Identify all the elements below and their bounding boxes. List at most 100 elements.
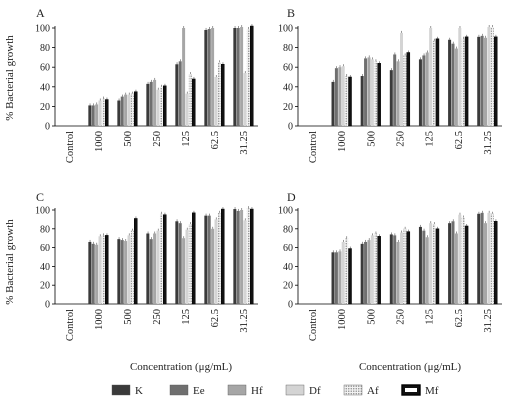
bar-hf-125 xyxy=(182,238,186,304)
bar-df-62-5 xyxy=(458,214,462,304)
bar-ee-125 xyxy=(178,61,182,126)
x-tick-label-control: Control xyxy=(65,309,76,341)
bar-hf-62-5 xyxy=(211,228,215,304)
bar-ee-62-5 xyxy=(207,28,211,127)
x-tick-label-control: Control xyxy=(65,131,76,163)
legend: K Ee Hf Df Af Mf xyxy=(111,384,439,397)
y-tick-label: 60 xyxy=(40,63,50,74)
y-tick-label: 80 xyxy=(283,224,293,235)
bar-mf-62-5 xyxy=(221,64,225,127)
x-tick-label-31-25: 31.25 xyxy=(239,131,250,155)
bar-k-125 xyxy=(175,64,179,126)
panel-c-chart: 0 20 40 60 80 100 Control 1000 500 250 125 62.5 31.2… xyxy=(35,206,258,341)
bar-ee-1000 xyxy=(334,252,338,304)
bar-hf-250 xyxy=(153,233,157,304)
bar-mf-250 xyxy=(406,231,411,305)
bar-af-1000 xyxy=(345,238,349,304)
bar-ee-125 xyxy=(422,230,426,304)
bar-af-1000 xyxy=(101,98,105,126)
bar-ee-250 xyxy=(149,81,153,126)
x-tick-label-500: 500 xyxy=(123,131,134,147)
bar-hf-500 xyxy=(124,94,128,126)
bar-hf-500 xyxy=(367,57,371,126)
y-tick-label: 80 xyxy=(40,224,50,235)
bar-hf-31-25 xyxy=(484,37,488,126)
x-tick-label-control: Control xyxy=(308,131,319,163)
bar-df-62-5 xyxy=(458,28,462,126)
bar-mf-31-25 xyxy=(250,25,254,127)
bar-hf-500 xyxy=(124,241,128,304)
y-tick-label: 20 xyxy=(40,102,50,113)
legend-label-mf: Mf xyxy=(425,385,439,397)
bar-af-250 xyxy=(403,228,407,304)
x-tick-label-125: 125 xyxy=(425,309,436,325)
bar-mf-500 xyxy=(134,218,138,305)
y-axis-label-top: % Bacterial growth xyxy=(4,35,16,121)
bar-ee-250 xyxy=(149,239,153,304)
panel-label-b: B xyxy=(287,6,295,20)
bar-k-62-5 xyxy=(204,215,208,304)
panel-a-chart: 0 20 40 60 80 100 Control 1000 500 250 125 62.5 31.2… xyxy=(35,24,258,163)
bar-mf-125 xyxy=(435,38,440,127)
x-tick-label-62-5: 62.5 xyxy=(210,309,221,327)
bar-ee-250 xyxy=(393,235,397,304)
bar-af-1000 xyxy=(345,76,349,126)
y-tick-label: 0 xyxy=(288,122,293,133)
bar-hf-500 xyxy=(367,240,371,304)
bar-ee-31-25 xyxy=(480,35,484,127)
bar-mf-125 xyxy=(192,212,196,305)
legend-label-hf: Hf xyxy=(251,385,263,397)
x-tick-label-500: 500 xyxy=(123,309,134,325)
bar-hf-31-25 xyxy=(240,27,244,126)
y-tick-label: 60 xyxy=(283,63,293,74)
bar-k-500 xyxy=(360,243,364,304)
y-tick-label: 60 xyxy=(283,243,293,254)
bar-mf-31-25 xyxy=(493,36,498,127)
bar-ee-125 xyxy=(178,223,182,304)
bar-k-1000 xyxy=(331,81,335,126)
legend-swatch-k xyxy=(111,384,131,396)
bar-af-500 xyxy=(130,93,134,126)
bar-mf-250 xyxy=(163,85,167,127)
legend-label-af: Af xyxy=(367,385,379,397)
bar-k-1000 xyxy=(88,241,92,304)
x-tick-label-1000: 1000 xyxy=(337,131,348,152)
bar-ee-62-5 xyxy=(207,215,211,304)
bar-df-31-25 xyxy=(243,73,247,126)
bar-mf-62-5 xyxy=(464,225,469,305)
bar-hf-62-5 xyxy=(454,233,458,304)
bar-hf-1000 xyxy=(338,251,342,304)
bar-k-250 xyxy=(389,234,393,304)
bar-ee-1000 xyxy=(91,243,95,304)
bar-df-125 xyxy=(185,93,189,126)
x-tick-label-500: 500 xyxy=(366,131,377,147)
bar-k-500 xyxy=(117,100,121,126)
legend-swatch-af xyxy=(343,384,363,396)
bar-df-250 xyxy=(400,32,403,126)
bar-af-125 xyxy=(432,40,436,126)
x-tick-label-31-25: 31.25 xyxy=(483,131,494,155)
bar-df-250 xyxy=(156,89,160,126)
bar-mf-250 xyxy=(163,214,167,305)
bar-mf-31-25 xyxy=(250,208,254,305)
y-tick-label: 40 xyxy=(283,262,293,273)
bar-mf-500 xyxy=(377,236,381,305)
panel-d-chart: 0 20 40 60 80 100 Control 1000 500 250 125 62.5 31.2… xyxy=(278,206,502,341)
bar-ee-1000 xyxy=(91,105,95,126)
bar-k-1000 xyxy=(88,105,92,126)
legend-swatch-df xyxy=(285,384,305,396)
bar-ee-31-25 xyxy=(480,212,484,304)
x-tick-label-1000: 1000 xyxy=(337,309,348,330)
bar-k-500 xyxy=(360,76,364,126)
bar-ee-500 xyxy=(364,58,368,126)
bar-hf-31-25 xyxy=(240,210,244,304)
bar-af-31-25 xyxy=(246,28,250,127)
bar-hf-250 xyxy=(396,61,400,126)
bar-k-31-25 xyxy=(477,213,481,304)
bar-af-62-5 xyxy=(217,62,221,126)
y-axis-label-bottom: % Bacterial growth xyxy=(4,219,16,305)
bar-ee-62-5 xyxy=(451,221,455,304)
bar-af-62-5 xyxy=(461,217,465,304)
y-tick-label: 80 xyxy=(40,43,50,54)
bar-mf-500 xyxy=(134,91,138,127)
